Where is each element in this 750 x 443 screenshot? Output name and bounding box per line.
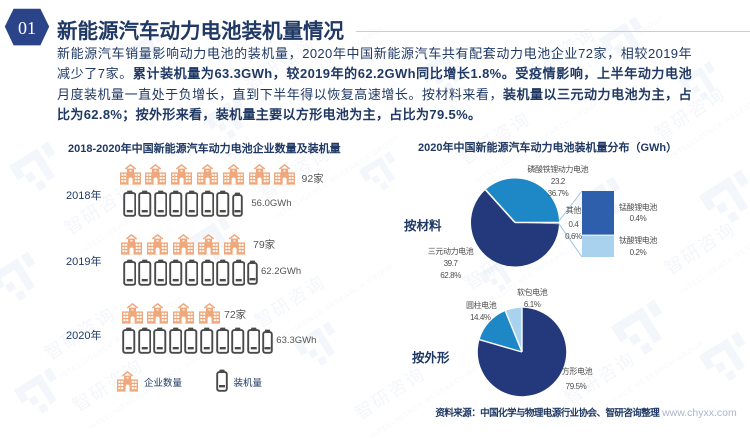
svg-text:01: 01 xyxy=(18,18,36,38)
